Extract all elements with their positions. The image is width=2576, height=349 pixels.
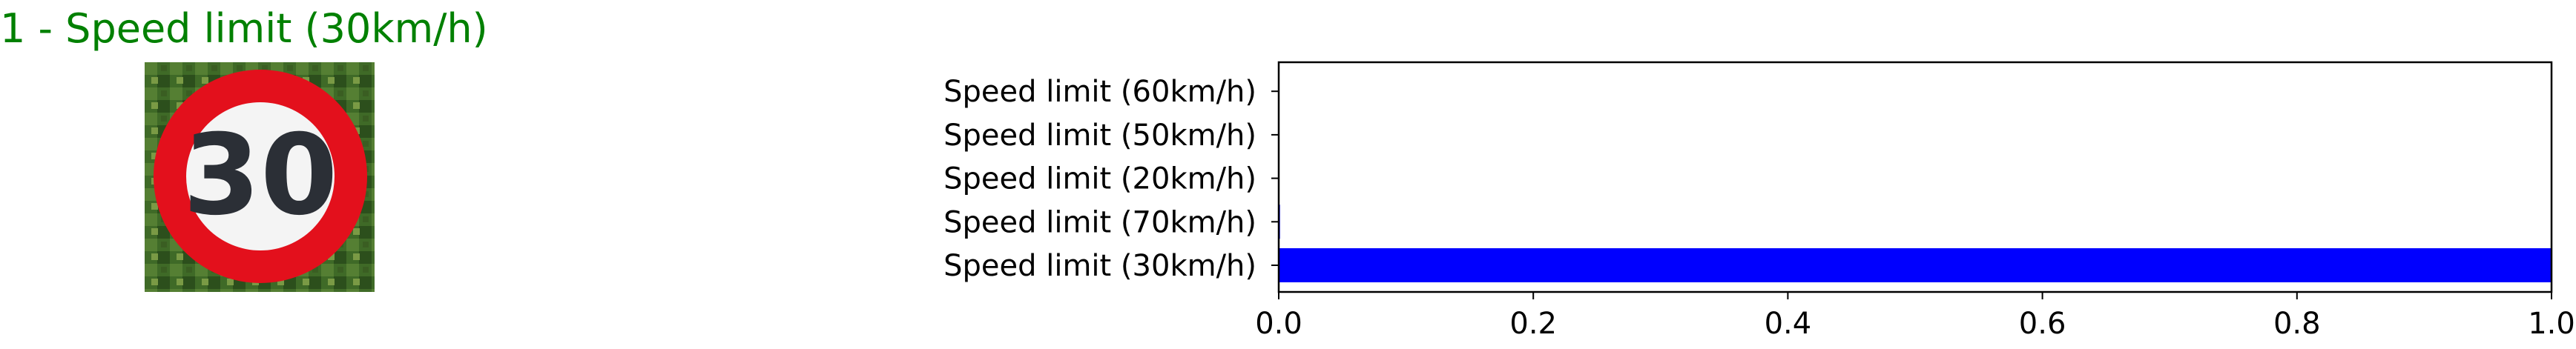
plot-frame: [1277, 61, 2553, 293]
x-tick-label: 0.2: [1509, 307, 1557, 341]
y-tick-label: Speed limit (60km/h): [943, 75, 1256, 109]
x-tick-label: 0.8: [2273, 307, 2321, 341]
x-tick-label: 0.6: [2019, 307, 2066, 341]
x-tick-label: 0.0: [1255, 307, 1302, 341]
y-tick-label: Speed limit (70km/h): [943, 205, 1256, 239]
y-tick-label: Speed limit (20km/h): [943, 162, 1256, 196]
x-tick-label: 1.0: [2528, 307, 2575, 341]
y-tick-label: Speed limit (50km/h): [943, 119, 1256, 153]
sign-face: [186, 102, 335, 250]
bar: [1279, 248, 2552, 282]
sign-numeral: 30: [183, 111, 338, 240]
prediction-title: 1 - Speed limit (30km/h): [0, 5, 488, 52]
x-tick-label: 0.4: [1765, 307, 1812, 341]
y-tick-label: Speed limit (30km/h): [943, 249, 1256, 283]
traffic-sign-thumbnail: 30: [145, 62, 375, 292]
